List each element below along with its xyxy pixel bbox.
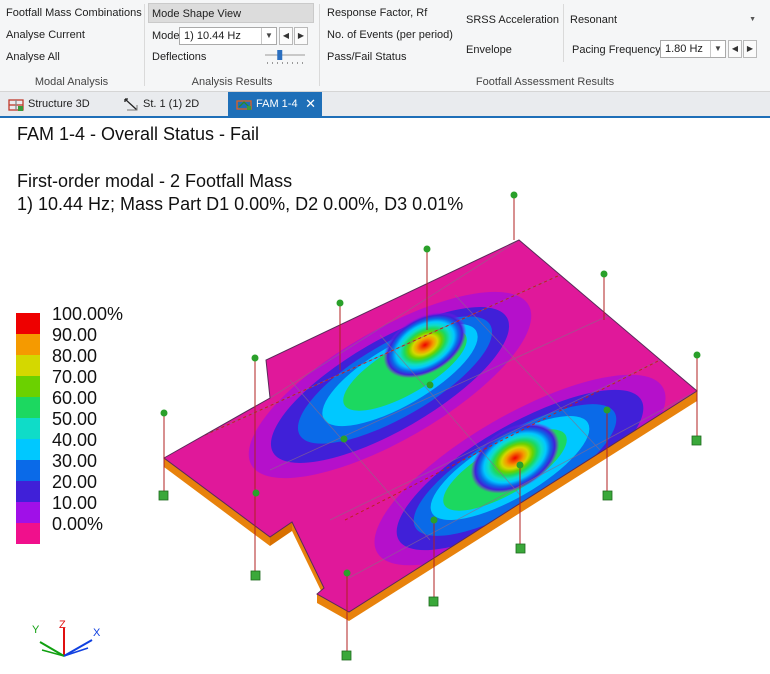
slider-thumb[interactable] <box>277 50 283 60</box>
triangle-left-icon: ◀ <box>731 44 739 53</box>
axis-z-label: Z <box>59 619 66 631</box>
mode-select[interactable]: 1) 10.44 Hz ▼ <box>179 27 277 45</box>
legend-label: 30.00 <box>52 451 98 471</box>
tab-label: FAM 1-4 <box>256 98 298 110</box>
legend-swatch <box>16 334 40 355</box>
tab-label: St. 1 (1) 2D <box>143 98 200 110</box>
triangle-right-icon: ▶ <box>297 31 305 40</box>
document-tabs: Structure 3D St. 1 (1) 2D FAM 1-4 ✕ <box>0 92 770 118</box>
close-icon[interactable]: ✕ <box>305 96 316 111</box>
analyse-current-button[interactable]: Analyse Current <box>6 29 85 41</box>
mode-prev-button[interactable]: ◀ <box>279 27 293 45</box>
chevron-down-icon[interactable]: ▼ <box>710 41 725 57</box>
axis-triad: Z Y X <box>32 619 101 657</box>
legend-swatch <box>16 439 40 460</box>
tab-fam-1-4[interactable]: FAM 1-4 ✕ <box>228 92 322 116</box>
ribbon-separator <box>144 4 145 86</box>
fam-icon <box>236 100 252 111</box>
legend-label: 90.00 <box>52 325 98 345</box>
no-of-events-button[interactable]: No. of Events (per period) <box>327 29 453 41</box>
pacing-frequency-value: 1.80 Hz <box>665 43 703 55</box>
mode-label: Mode <box>152 30 180 42</box>
srss-acceleration-button[interactable]: SRSS Acceleration <box>466 14 559 26</box>
plan-2d-icon <box>124 98 138 111</box>
group-modal-analysis: Footfall Mass Combinations Analyse Curre… <box>0 0 143 91</box>
legend-label: 40.00 <box>52 430 98 450</box>
deflections-label: Deflections <box>152 51 207 63</box>
ribbon-separator <box>563 4 564 62</box>
footfall-mass-combinations-button[interactable]: Footfall Mass Combinations <box>6 7 142 19</box>
chevron-down-icon[interactable]: ▼ <box>749 16 756 23</box>
chevron-down-icon[interactable]: ▼ <box>261 28 276 44</box>
view-subtitle-mode: 1) 10.44 Hz; Mass Part D1 0.00%, D2 0.00… <box>17 194 464 214</box>
legend-swatch <box>16 397 40 418</box>
contour-plot <box>164 240 697 612</box>
result-type-value: Resonant <box>570 14 618 26</box>
response-factor-button[interactable]: Response Factor, Rf <box>327 7 428 19</box>
group-label-footfall-results: Footfall Assessment Results <box>475 76 615 88</box>
mode-shape-view-button[interactable]: Mode Shape View <box>148 3 314 23</box>
pacing-frequency-label: Pacing Frequency <box>572 44 661 56</box>
legend-swatch <box>16 523 40 544</box>
legend-swatch <box>16 355 40 376</box>
legend-swatch <box>16 481 40 502</box>
triangle-right-icon: ▶ <box>746 44 754 53</box>
legend-swatch <box>16 502 40 523</box>
legend-label: 80.00 <box>52 346 98 366</box>
axis-x-label: X <box>93 627 101 639</box>
pacing-prev-button[interactable]: ◀ <box>728 40 742 58</box>
legend-label: 0.00% <box>52 514 104 534</box>
analyse-all-button[interactable]: Analyse All <box>6 51 60 63</box>
legend-label: 60.00 <box>52 388 98 408</box>
legend-label: 10.00 <box>52 493 98 513</box>
group-label-modal-analysis: Modal Analysis <box>34 76 109 88</box>
tab-structure-3d[interactable]: Structure 3D <box>0 92 112 116</box>
legend-swatch <box>16 418 40 439</box>
result-type-dropdown[interactable]: Resonant ▼ <box>570 11 760 29</box>
deflection-slider[interactable] <box>263 48 307 62</box>
mode-next-button[interactable]: ▶ <box>294 27 308 45</box>
slider-ticks <box>267 62 303 64</box>
pass-fail-status-button[interactable]: Pass/Fail Status <box>327 51 407 63</box>
envelope-button[interactable]: Envelope <box>466 44 512 56</box>
legend-swatch <box>16 313 40 334</box>
slab-edge <box>164 391 697 621</box>
legend-label: 70.00 <box>52 367 98 387</box>
ribbon: Footfall Mass Combinations Analyse Curre… <box>0 0 770 92</box>
legend-label: 20.00 <box>52 472 98 492</box>
tab-label: Structure 3D <box>28 98 90 110</box>
view-title: FAM 1-4 - Overall Status - Fail <box>17 124 260 144</box>
structure-3d-icon <box>8 99 24 112</box>
ribbon-separator <box>319 4 320 86</box>
group-analysis-results: Mode Shape View Mode 1) 10.44 Hz ▼ ◀ ▶ D… <box>145 0 319 91</box>
view-subtitle-analysis: First-order modal - 2 Footfall Mass <box>17 171 293 191</box>
tab-st1-2d[interactable]: St. 1 (1) 2D <box>115 92 225 116</box>
group-footfall-results: Response Factor, Rf No. of Events (per p… <box>320 0 770 91</box>
legend-label: 50.00 <box>52 409 98 429</box>
legend-label: 100.00% <box>52 304 124 324</box>
slab-outline <box>163 239 698 613</box>
pacing-frequency-select[interactable]: 1.80 Hz ▼ <box>660 40 726 58</box>
mode-value: 1) 10.44 Hz <box>184 30 241 42</box>
legend-swatch <box>16 460 40 481</box>
triangle-left-icon: ◀ <box>282 31 290 40</box>
group-label-analysis-results: Analysis Results <box>191 76 273 88</box>
legend-swatch <box>16 376 40 397</box>
pacing-next-button[interactable]: ▶ <box>743 40 757 58</box>
axis-y-label: Y <box>32 624 40 636</box>
supports <box>158 191 702 661</box>
